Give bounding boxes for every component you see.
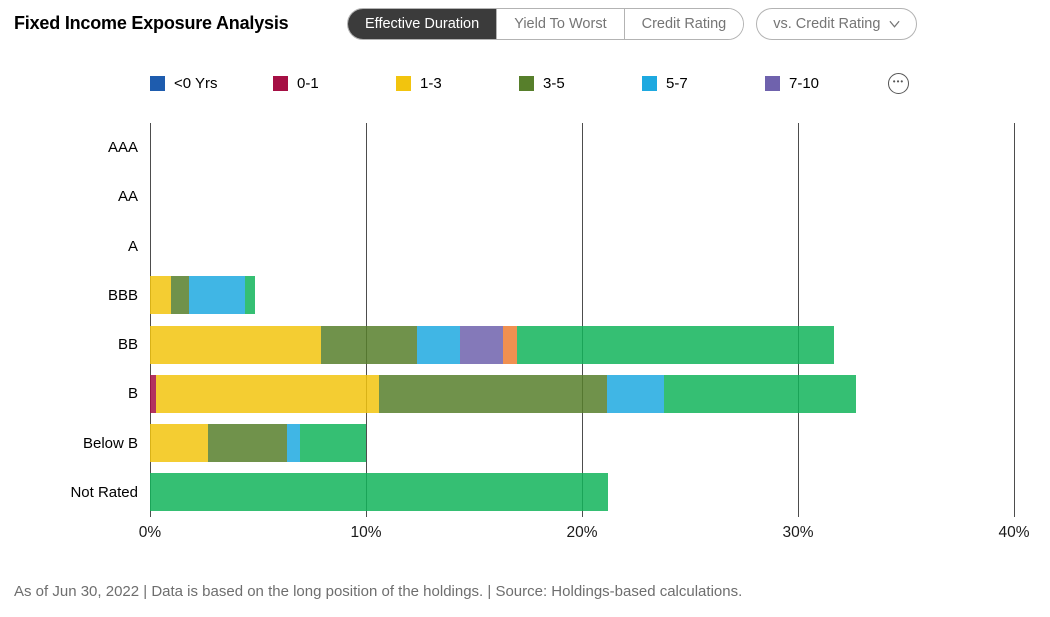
bar-segment[interactable] [156,374,379,413]
bar-segment[interactable] [245,276,255,315]
page-title: Fixed Income Exposure Analysis [14,13,289,33]
bar-segment[interactable] [416,325,460,364]
legend-item--0-yrs[interactable]: <0 Yrs [150,75,273,92]
gridline-30% [798,123,799,517]
vs-credit-rating-dropdown-label: vs. Credit Rating [773,16,881,32]
bar-segment[interactable] [150,374,157,413]
bar-segment[interactable] [170,276,189,315]
chart: AAA AA A BBB BB B Below B Not Rated [0,123,1050,517]
header: Fixed Income Exposure Analysis Effective… [0,0,1050,40]
bar-segment[interactable] [287,424,301,463]
view-tab-group: Effective Duration Yield To Worst Credit… [347,8,745,40]
bar-segment[interactable] [459,325,504,364]
y-axis-category-labels: AAA AA A BBB BB B Below B Not Rated [0,123,150,517]
bar-row-aa [150,172,1014,221]
tab-yield-to-worst[interactable]: Yield To Worst [496,9,624,39]
x-axis-tick-label: 30% [782,524,814,541]
x-axis-tick-label: 0% [138,524,162,541]
bar-row-b [150,369,1014,418]
category-label-b: B [127,385,138,403]
category-label-aaa: AAA [107,139,138,157]
bar-segment[interactable] [150,276,171,315]
bar-segment[interactable] [606,374,665,413]
x-axis-tick-label: 40% [998,524,1030,541]
legend-swatch [642,75,657,91]
bar-segment[interactable] [150,473,608,512]
bar-segment[interactable] [208,424,288,463]
bar-segment[interactable] [150,325,321,364]
legend-item-0-1[interactable]: 0-1 [273,75,396,92]
legend-item-label: <0 Yrs [174,74,218,92]
legend-item-label: 1-3 [420,74,442,92]
bar-row-below-b [150,419,1014,468]
legend-item-label: 0-1 [297,74,319,92]
bar-row-bb [150,320,1014,369]
stacked-bar [150,325,1014,364]
bar-segment[interactable] [503,325,518,364]
legend-item-label: 5-7 [666,74,688,92]
bar-rows [150,123,1014,517]
legend-swatch [150,75,165,91]
legend-swatch [396,75,411,91]
tab-effective-duration[interactable]: Effective Duration [348,9,497,39]
legend: <0 Yrs 0-1 1-3 3-5 5-7 7-10 ••• [150,72,1050,94]
bar-row-a [150,222,1014,271]
stacked-bar [150,374,1014,413]
plot-area [150,123,1015,517]
gridline-20% [582,123,583,517]
legend-item-5-7[interactable]: 5-7 [642,75,765,92]
legend-item-1-3[interactable]: 1-3 [396,75,519,92]
bar-segment[interactable] [378,374,607,413]
category-label-bb: BB [117,336,138,354]
legend-swatch [273,75,288,91]
gridline-0% [150,123,151,517]
chevron-down-icon [889,20,900,28]
stacked-bar [150,178,1014,216]
stacked-bar [150,227,1014,265]
bar-segment[interactable] [188,276,246,315]
bar-row-aaa [150,123,1014,172]
x-axis-tick-label: 20% [566,524,598,541]
category-label-not-rated: Not Rated [70,483,138,501]
bar-segment[interactable] [664,374,857,413]
x-axis: 0% 10% 20% 30% 40% [139,517,1030,547]
stacked-bar [150,424,1014,463]
tab-credit-rating[interactable]: Credit Rating [623,9,744,39]
bar-segment[interactable] [320,325,417,364]
category-label-below-b: Below B [82,434,138,452]
legend-item-7-10[interactable]: 7-10 [765,75,888,92]
stacked-bar [150,276,1014,315]
stacked-bar [150,473,1014,512]
category-label-a: A [127,237,138,255]
gridline-40% [1014,123,1015,517]
ellipsis-circle-icon[interactable]: ••• [888,72,909,94]
legend-item-3-5[interactable]: 3-5 [519,75,642,92]
legend-item-label: 7-10 [789,74,820,92]
bar-row-bbb [150,271,1014,320]
bar-segment[interactable] [517,325,834,364]
category-label-bbb: BBB [107,286,138,304]
bar-row-not-rated [150,468,1014,517]
category-label-aa: AA [117,188,138,206]
gridline-10% [366,123,367,517]
x-axis-tick-label: 10% [350,524,382,541]
bar-segment[interactable] [300,424,366,463]
legend-item-label: 3-5 [543,74,565,92]
vs-credit-rating-dropdown[interactable]: vs. Credit Rating [756,8,918,40]
bar-segment[interactable] [150,424,209,463]
legend-swatch [519,75,534,91]
stacked-bar [150,129,1014,167]
footer-note: As of Jun 30, 2022 | Data is based on th… [14,583,743,600]
legend-swatch [765,75,780,91]
